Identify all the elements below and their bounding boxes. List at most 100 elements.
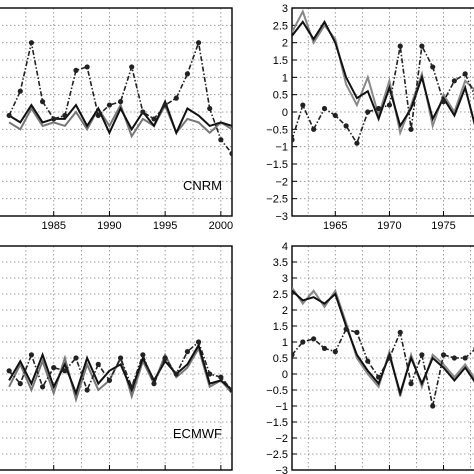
data-point (311, 126, 317, 132)
data-point (397, 43, 403, 49)
y-tick-label: 2 (282, 305, 288, 317)
data-point (51, 116, 57, 122)
series-line-3 (292, 290, 474, 397)
plot-frame (291, 245, 474, 471)
data-point (300, 102, 306, 108)
data-point (17, 88, 23, 94)
data-point (365, 358, 371, 364)
data-point (408, 126, 414, 132)
data-point (195, 40, 202, 46)
data-point (106, 377, 113, 383)
data-point (321, 105, 328, 112)
model-label: ECMWF (173, 426, 222, 441)
y-tick-label: 1 (282, 337, 288, 349)
data-point (28, 352, 35, 358)
series-group (292, 287, 474, 409)
data-point (95, 112, 101, 119)
data-point (408, 381, 414, 387)
series-line-3 (292, 19, 474, 129)
data-point (311, 336, 317, 342)
data-point (430, 64, 436, 70)
series-group (292, 8, 474, 146)
data-point (229, 151, 232, 157)
data-point (195, 339, 202, 345)
data-point (62, 112, 68, 119)
data-point (173, 95, 179, 101)
data-point (129, 384, 135, 390)
chart-panel-3: 1985199019952000ECMWF (0, 245, 233, 471)
data-point (440, 352, 447, 358)
y-tick-label: 4 (282, 241, 288, 253)
data-point (321, 345, 328, 351)
data-point (365, 109, 371, 115)
data-point (17, 381, 23, 387)
data-point (462, 355, 468, 361)
data-point (140, 109, 146, 115)
chart-panel-1: 1985 1990 1995 2000 CNRM (0, 7, 233, 232)
y-tick-label: 3.5 (273, 257, 288, 269)
data-point (343, 326, 349, 332)
y-tick-label: 0 (282, 107, 288, 119)
data-point (51, 365, 57, 371)
y-tick-label: −0.5 (266, 385, 288, 397)
y-tick-label: 1.5 (273, 55, 288, 67)
data-point (162, 355, 168, 361)
data-point (292, 137, 295, 143)
x-tick-label: 1970 (377, 220, 401, 232)
y-tick-label: 2 (282, 38, 288, 50)
x-tick-label: 2000 (209, 220, 233, 232)
data-point (354, 140, 360, 146)
x-tick-label: 1990 (97, 220, 121, 232)
data-point (162, 102, 168, 108)
data-point (129, 64, 135, 70)
data-point (386, 102, 393, 108)
data-point (332, 112, 338, 119)
data-point (207, 371, 213, 377)
y-tick-label: −3 (275, 465, 288, 474)
data-point (6, 368, 12, 374)
series-line-2 (292, 287, 474, 397)
model-label: CNRM (183, 178, 222, 193)
y-tick-label: 0 (282, 369, 288, 381)
series-group (6, 339, 232, 404)
data-point (419, 352, 425, 358)
y-tick-label: 0.5 (273, 353, 288, 365)
data-point (386, 355, 393, 361)
y-tick-label: 2.5 (273, 289, 288, 301)
plot-frame (0, 7, 233, 217)
chart-panel-2: 1965 1970 1975 −3 −2.5 −2 −1.5 −1 −0.5 0 0.5 1 1.5 2 2… (266, 3, 474, 232)
data-point (73, 355, 79, 361)
plot-frame (291, 7, 474, 217)
data-point (84, 387, 90, 393)
data-point (218, 374, 224, 380)
data-point (451, 355, 457, 361)
series-line-3 (8, 342, 232, 397)
data-point (151, 116, 157, 122)
x-tick-label: 1975 (431, 220, 455, 232)
data-point (343, 123, 349, 129)
data-point (207, 105, 213, 112)
y-tick-label: 3 (282, 3, 288, 15)
chart-panel-4: 196519701975−3−2.5−2−1.5−1−0.500.511.522… (266, 241, 474, 474)
y-tick-label: 2.5 (273, 20, 288, 32)
data-point (292, 352, 295, 358)
y-tick-label: −0.5 (266, 124, 288, 136)
series-line-1 (292, 43, 474, 146)
y-tick-label: −2 (275, 433, 288, 445)
series-line-2 (8, 102, 232, 139)
data-point (430, 403, 436, 409)
y-tick-label: −1 (275, 401, 288, 413)
y-tick-label: 3 (282, 273, 288, 285)
data-point (354, 329, 360, 335)
data-point (440, 99, 447, 105)
data-point (218, 137, 224, 143)
y-tick-label: 1.5 (273, 321, 288, 333)
data-point (117, 355, 124, 361)
data-point (39, 99, 46, 105)
series-line-3 (8, 98, 232, 136)
data-point (151, 381, 157, 387)
y-tick-label: −3 (275, 211, 288, 223)
y-tick-label: 1 (282, 72, 288, 84)
data-point (451, 78, 457, 84)
